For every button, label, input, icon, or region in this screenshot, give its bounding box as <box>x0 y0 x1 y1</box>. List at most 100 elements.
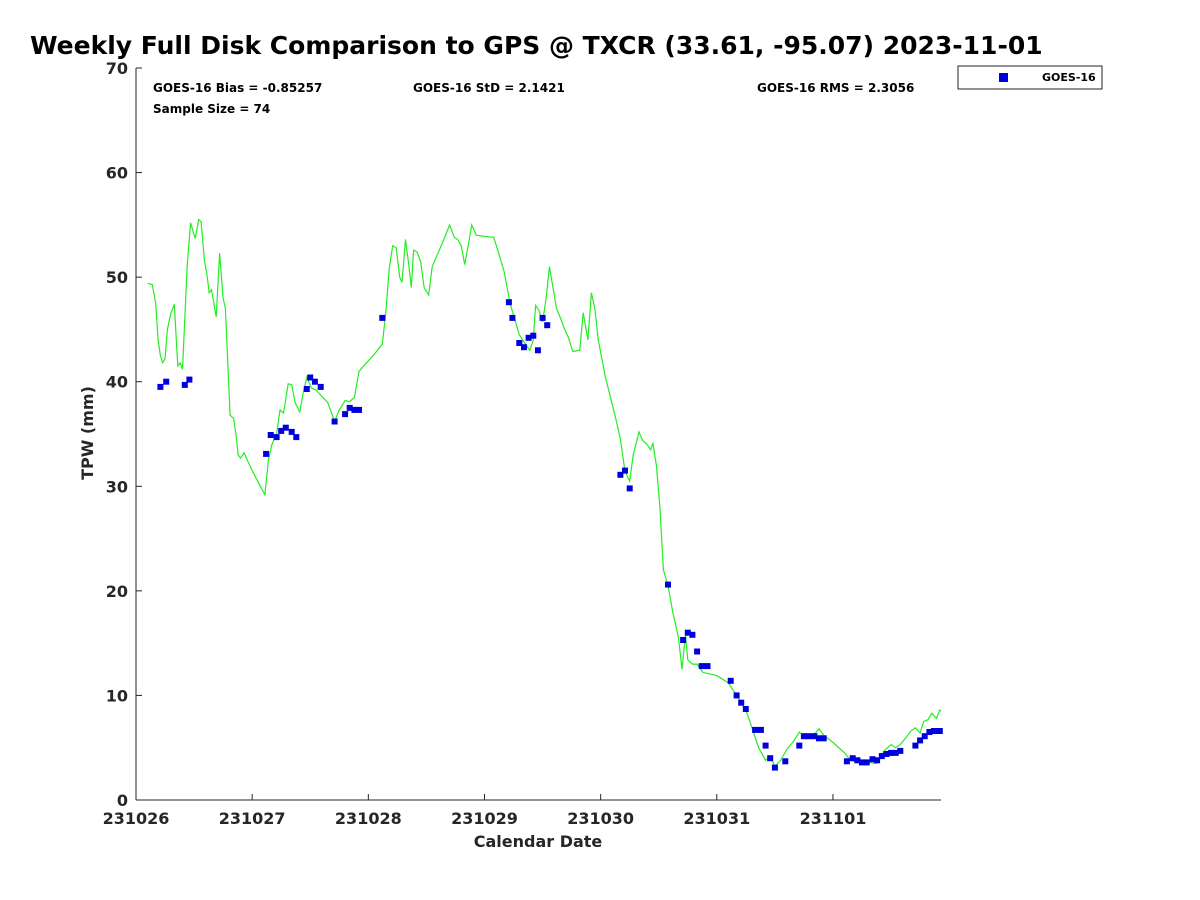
goes16-point <box>926 729 933 735</box>
goes16-point <box>820 735 827 742</box>
goes16-point <box>782 758 789 765</box>
goes16-point <box>897 747 904 754</box>
goes16-point <box>888 749 895 756</box>
goes16-point <box>263 450 270 457</box>
goes16-point <box>273 434 280 441</box>
goes16-point <box>874 757 881 764</box>
goes16-point <box>163 378 170 385</box>
x-tick-label: 231026 <box>103 809 170 828</box>
goes16-point <box>379 314 386 321</box>
chart-title: Weekly Full Disk Comparison to GPS @ TXC… <box>30 31 1043 60</box>
y-tick-label: 30 <box>106 477 128 496</box>
std-stat: GOES-16 StD = 2.1421 <box>413 81 565 95</box>
goes16-point <box>917 737 924 744</box>
y-ticks: 0 10 20 30 40 50 60 70 <box>106 59 142 810</box>
goes16-point <box>689 631 696 638</box>
goes16-point <box>293 434 300 441</box>
x-tick-label: 231030 <box>567 809 634 828</box>
goes16-point <box>738 699 745 706</box>
goes16-series-layer <box>157 299 943 771</box>
goes16-point <box>878 753 885 760</box>
goes16-point <box>516 340 523 346</box>
goes16-point <box>742 706 749 712</box>
legend-goes16-label: GOES-16 <box>1042 71 1096 84</box>
gps-tpw-line <box>147 218 942 768</box>
legend-goes16-marker <box>999 73 1008 82</box>
goes16-point <box>505 299 512 306</box>
goes16-point <box>912 742 919 749</box>
y-tick-label: 40 <box>106 373 128 392</box>
goes16-point <box>704 663 711 670</box>
goes16-point <box>278 427 285 434</box>
goes16-point <box>331 418 338 425</box>
goes16-point <box>509 314 516 321</box>
goes16-point <box>665 581 671 588</box>
goes16-point <box>544 322 551 329</box>
goes16-point <box>351 406 358 413</box>
y-tick-label: 0 <box>117 791 128 810</box>
y-tick-label: 10 <box>106 686 128 705</box>
goes16-point <box>854 757 861 764</box>
goes16-point <box>684 629 691 636</box>
gps-series-layer <box>147 218 942 768</box>
goes16-point <box>869 756 876 763</box>
rms-stat: GOES-16 RMS = 2.3056 <box>757 81 914 95</box>
goes16-point <box>849 755 856 762</box>
goes16-point <box>356 406 362 413</box>
x-axis-label: Calendar Date <box>474 832 603 851</box>
y-tick-label: 60 <box>106 164 128 183</box>
x-ticks: 231026 231027 231028 231029 231030 231031 2311… <box>103 794 866 828</box>
goes16-point <box>346 404 353 411</box>
goes16-point <box>617 471 624 478</box>
goes16-point <box>733 692 740 699</box>
goes16-point <box>863 759 870 766</box>
goes16-point <box>622 467 628 474</box>
goes16-point <box>931 728 937 734</box>
goes16-point <box>694 648 701 655</box>
plot-axes <box>135 68 941 801</box>
goes16-point <box>757 726 764 733</box>
goes16-point <box>288 428 295 435</box>
goes16-point <box>767 755 774 762</box>
goes16-point <box>307 374 314 381</box>
x-tick-label: 231031 <box>683 809 750 828</box>
goes16-point <box>530 332 537 339</box>
goes16-point <box>859 759 865 766</box>
goes16-point <box>805 733 812 740</box>
goes16-point <box>921 733 928 740</box>
goes16-point <box>680 637 687 643</box>
x-tick-label: 231029 <box>451 809 518 828</box>
goes16-point <box>698 663 705 670</box>
bias-stat: GOES-16 Bias = -0.85257 <box>153 81 322 95</box>
goes16-point <box>752 726 759 733</box>
goes16-point <box>534 347 541 354</box>
goes16-point <box>311 378 318 385</box>
goes16-point <box>843 758 850 765</box>
goes16-point <box>186 376 193 383</box>
goes16-point <box>816 735 822 742</box>
goes16-point <box>936 728 943 734</box>
goes16-point <box>727 677 734 684</box>
goes16-point <box>267 432 274 438</box>
goes16-point <box>762 742 769 749</box>
goes16-point <box>181 381 188 388</box>
x-tick-label: 231028 <box>335 809 402 828</box>
goes16-point <box>892 749 899 756</box>
goes16-point <box>539 314 546 321</box>
goes16-point <box>317 383 324 390</box>
goes16-point <box>303 386 310 392</box>
goes16-point <box>157 383 164 390</box>
goes16-point <box>811 733 818 740</box>
x-tick-label: 231027 <box>219 809 286 828</box>
y-axis-label: TPW (mm) <box>78 386 97 480</box>
legend: GOES-16 <box>957 65 1103 90</box>
goes16-point <box>771 764 778 771</box>
goes16-point <box>796 742 803 749</box>
y-tick-label: 50 <box>106 268 128 287</box>
goes16-point <box>800 733 807 740</box>
goes16-point <box>282 424 289 431</box>
goes16-point <box>521 344 527 351</box>
legend-box <box>957 65 1103 90</box>
sample-size-stat: Sample Size = 74 <box>153 102 270 116</box>
